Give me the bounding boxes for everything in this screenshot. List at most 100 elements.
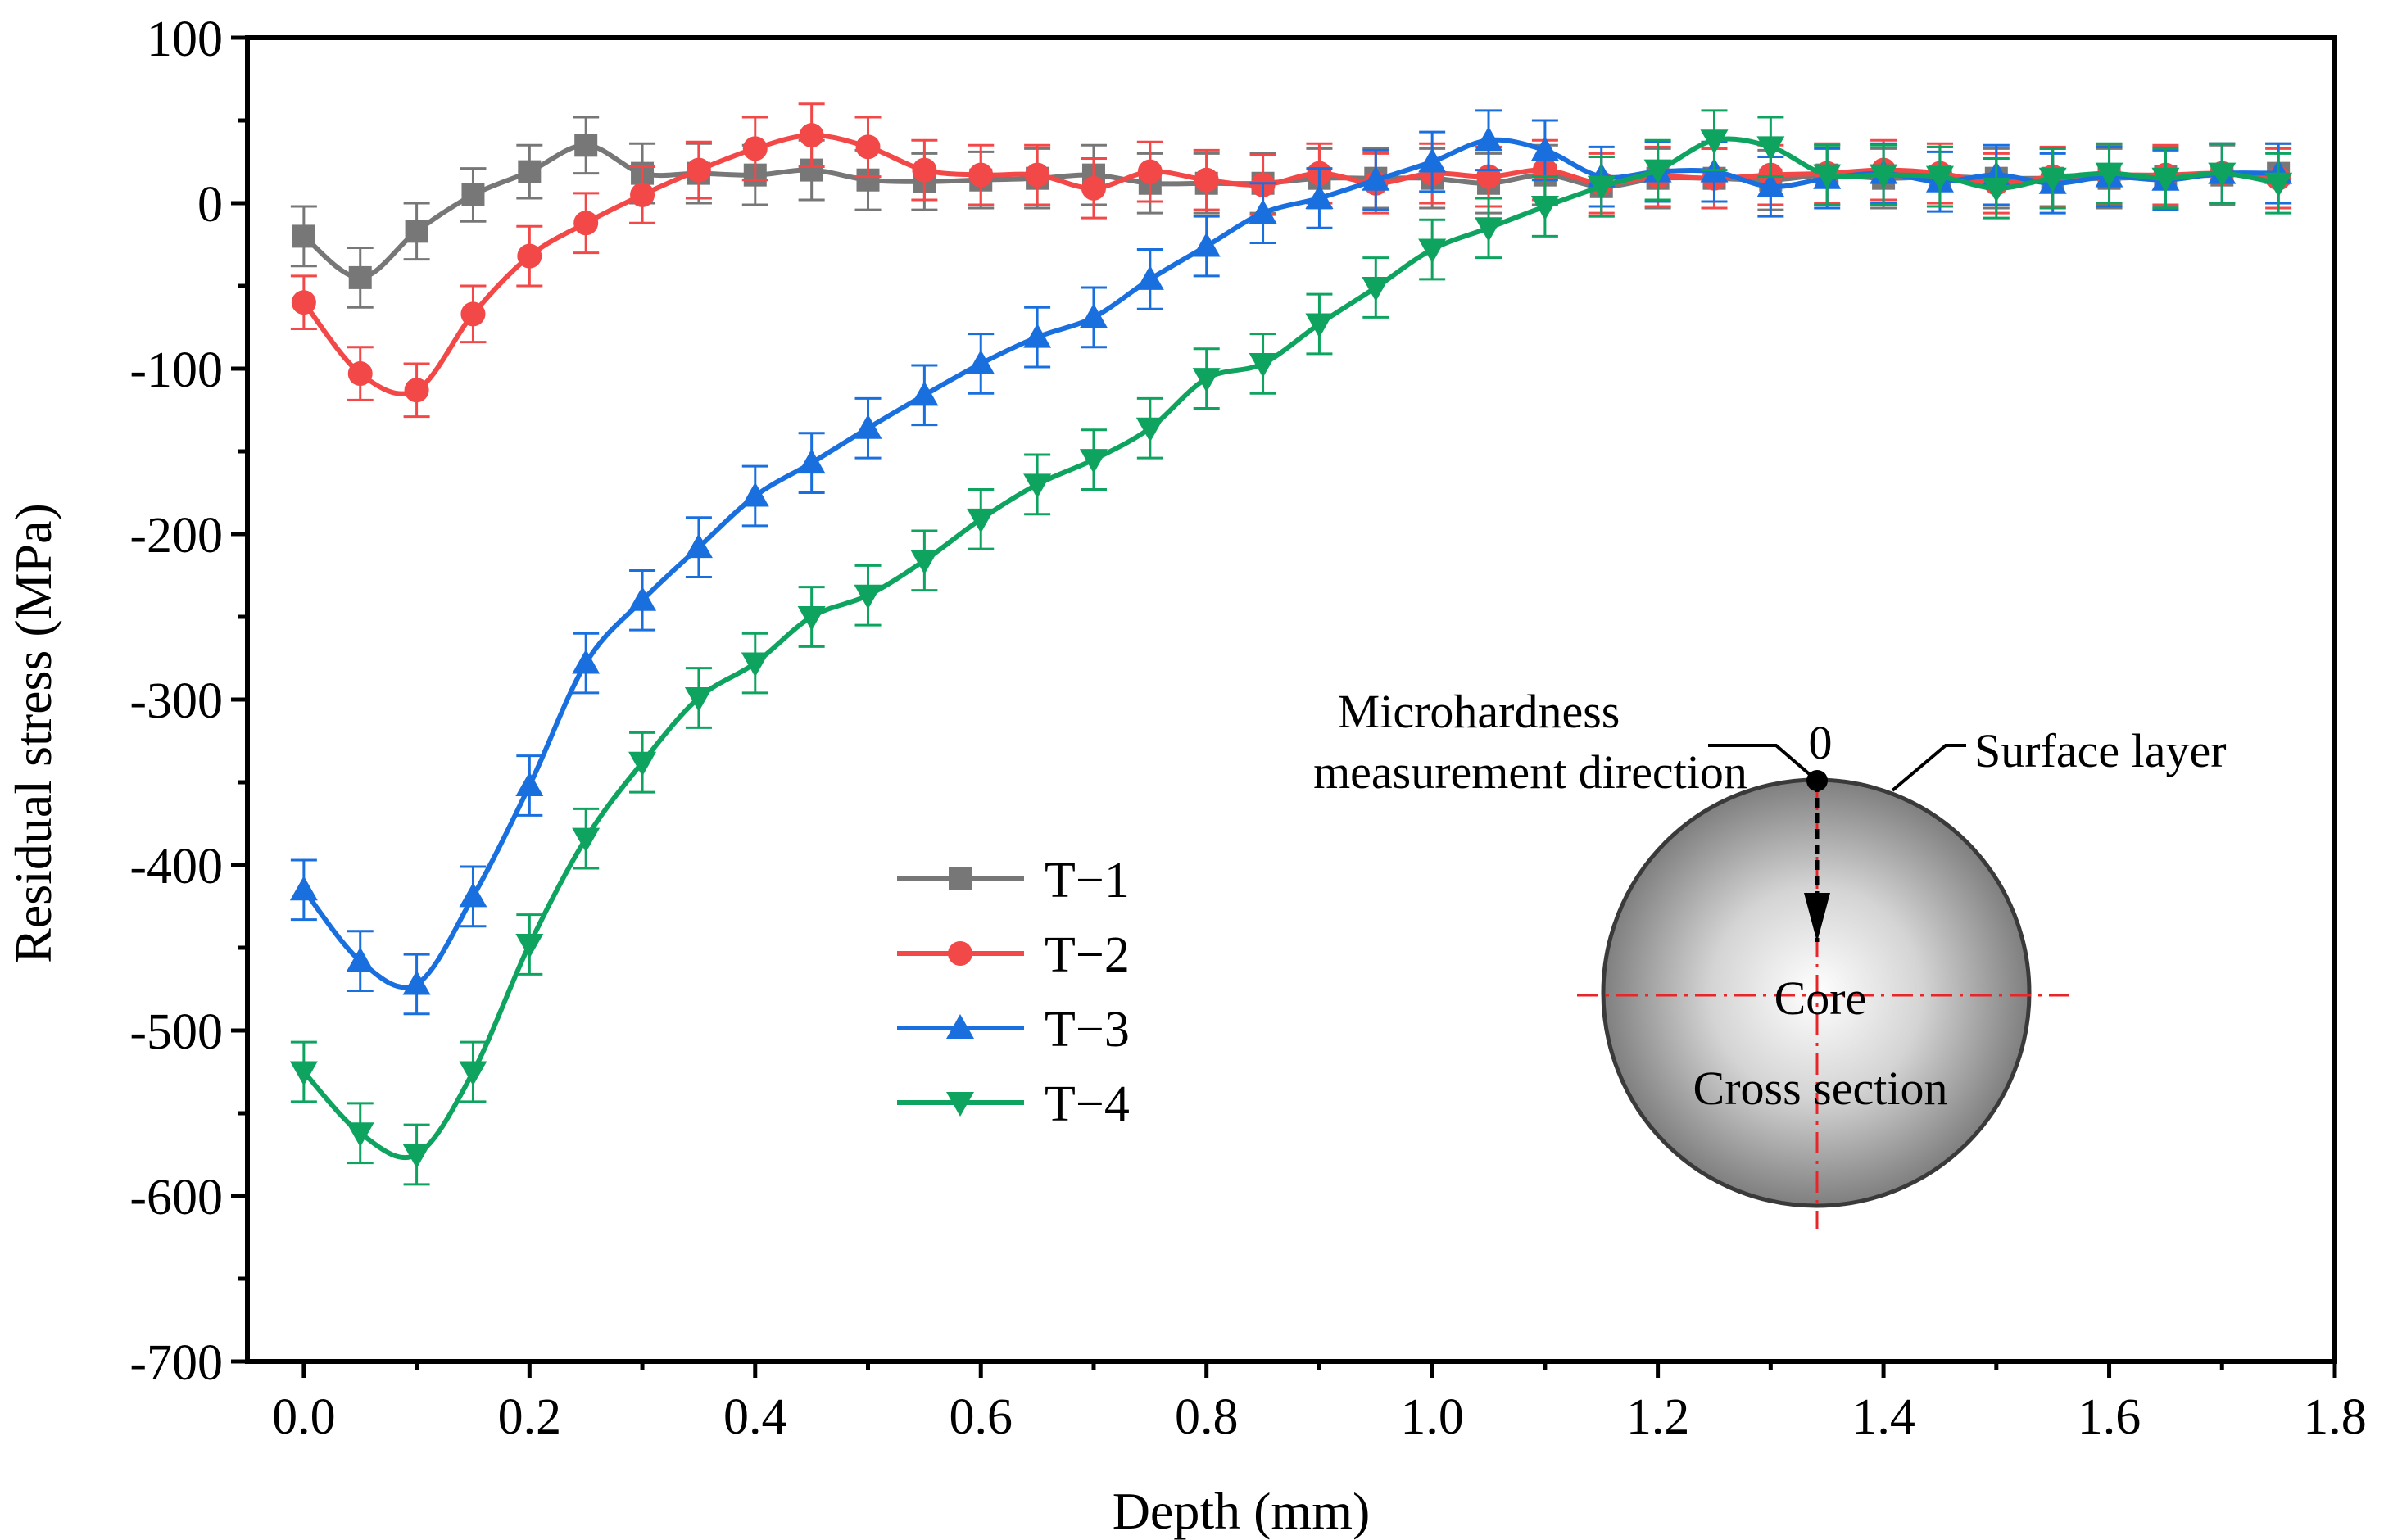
- data-point: [404, 378, 429, 403]
- y-tick-label: -600: [129, 1170, 223, 1225]
- data-point: [2208, 162, 2237, 188]
- legend-marker: [948, 941, 972, 966]
- data-point: [1870, 164, 1898, 189]
- surface-layer-label: Surface layer: [1974, 724, 2227, 777]
- series-group: [289, 102, 2293, 1186]
- data-point: [574, 134, 598, 157]
- data-point: [1982, 177, 2010, 202]
- data-point: [741, 652, 769, 677]
- data-point: [910, 381, 939, 406]
- y-tick-label: -100: [129, 342, 223, 398]
- direction-leader-line: [1708, 744, 1814, 778]
- data-point: [968, 162, 994, 188]
- cross-section-inset: Microhardness measurement direction 0 Su…: [1313, 685, 2227, 1229]
- data-point: [572, 649, 601, 674]
- series-line: [301, 143, 2279, 280]
- data-point: [1813, 164, 1842, 189]
- legend: T−1 T−2 T−3 T−4: [897, 853, 1130, 1132]
- data-point: [1305, 313, 1334, 338]
- data-point: [346, 947, 374, 972]
- cross-section-label: Cross section: [1693, 1062, 1948, 1115]
- data-point: [630, 182, 655, 207]
- data-point: [1362, 165, 1390, 191]
- legend-label: T−1: [1045, 853, 1130, 908]
- y-axis-label: Residual stress (MPa): [4, 503, 62, 963]
- data-point: [2151, 167, 2180, 192]
- data-point: [967, 508, 995, 533]
- y-tick-label: 100: [147, 11, 223, 67]
- data-point: [515, 933, 544, 958]
- data-point: [459, 1061, 487, 1086]
- data-point: [517, 243, 542, 269]
- data-point: [1475, 126, 1503, 152]
- core-label: Core: [1774, 972, 1867, 1025]
- data-point: [741, 482, 769, 507]
- origin-zero-label: 0: [1809, 716, 1833, 769]
- data-point: [1700, 129, 1729, 155]
- data-point: [1362, 277, 1390, 302]
- data-point: [1081, 175, 1106, 201]
- data-point: [292, 224, 315, 248]
- data-point: [854, 584, 882, 609]
- data-point: [1643, 159, 1672, 184]
- data-point: [1079, 449, 1108, 474]
- y-tick-label: -500: [129, 1004, 223, 1060]
- series-4: [289, 109, 2293, 1186]
- data-point: [1023, 323, 1052, 348]
- data-point: [1079, 303, 1108, 328]
- data-point: [289, 876, 318, 901]
- data-point: [405, 220, 428, 243]
- data-point: [2264, 172, 2293, 197]
- x-tick-label: 1.0: [1400, 1389, 1464, 1445]
- data-point: [1925, 165, 1954, 191]
- legend-label: T−4: [1045, 1076, 1130, 1132]
- data-point: [1194, 167, 1219, 192]
- data-point: [742, 136, 768, 161]
- y-tick-label: -300: [129, 673, 223, 729]
- data-point: [1249, 199, 1277, 224]
- data-point: [1305, 183, 1334, 209]
- y-tick-label: 0: [197, 177, 223, 233]
- data-point: [799, 123, 824, 148]
- x-tick-label: 0.0: [272, 1389, 336, 1445]
- data-point: [912, 157, 937, 183]
- data-point: [1025, 162, 1050, 188]
- data-point: [347, 361, 373, 387]
- x-tick-label: 1.8: [2303, 1389, 2367, 1445]
- data-point: [686, 157, 711, 183]
- axes: 0.0 0.2 0.4 0.6 0.8 1.0 1.2 1.4 1.6 1.8 -700 -600 -5…: [129, 11, 2366, 1445]
- data-point: [628, 586, 657, 611]
- data-point: [854, 414, 882, 439]
- legend-label: T−3: [1045, 1002, 1130, 1058]
- legend-label: T−2: [1045, 927, 1130, 983]
- data-point: [461, 183, 485, 206]
- x-tick-label: 0.8: [1175, 1389, 1239, 1445]
- data-point: [515, 772, 544, 797]
- data-point: [572, 827, 601, 853]
- data-point: [1530, 136, 1559, 161]
- data-point: [2095, 162, 2123, 188]
- x-tick-label: 1.2: [1626, 1389, 1690, 1445]
- data-point: [1192, 368, 1221, 393]
- data-point: [1756, 136, 1785, 161]
- data-point: [797, 449, 826, 474]
- data-point: [1249, 352, 1277, 378]
- data-point: [346, 1122, 374, 1148]
- arrow-head-icon: [1804, 893, 1830, 942]
- data-point: [518, 160, 542, 183]
- legend-marker: [949, 867, 972, 890]
- x-axis-label: Depth (mm): [1113, 1482, 1371, 1540]
- x-tick-label: 0.4: [723, 1389, 787, 1445]
- data-point: [1023, 473, 1052, 499]
- data-point: [289, 1061, 318, 1086]
- y-tick-label: -200: [129, 508, 223, 564]
- data-point: [1192, 232, 1221, 257]
- legend-marker: [946, 1092, 974, 1116]
- y-tick-label: -400: [129, 839, 223, 895]
- y-tick-label: -700: [129, 1335, 223, 1391]
- data-point: [291, 290, 316, 315]
- data-point: [684, 533, 713, 559]
- data-point: [348, 265, 372, 289]
- data-point: [910, 550, 939, 575]
